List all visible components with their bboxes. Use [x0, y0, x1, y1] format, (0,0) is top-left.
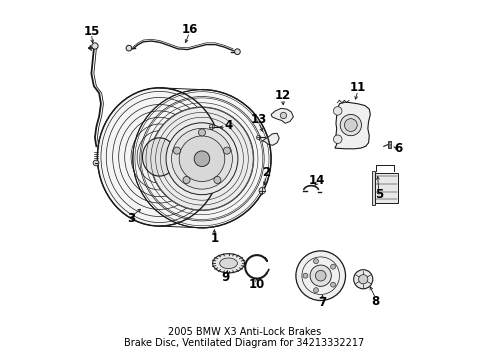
- Bar: [387, 141, 390, 148]
- Circle shape: [340, 114, 361, 136]
- Circle shape: [198, 129, 205, 136]
- Circle shape: [179, 136, 224, 181]
- Circle shape: [344, 119, 356, 131]
- Circle shape: [126, 45, 132, 51]
- Bar: [374, 173, 397, 203]
- Circle shape: [313, 288, 318, 293]
- Circle shape: [259, 188, 265, 194]
- Text: 13: 13: [250, 113, 266, 126]
- Polygon shape: [334, 102, 369, 149]
- Circle shape: [166, 123, 238, 195]
- Text: 10: 10: [248, 278, 264, 291]
- Text: 3: 3: [127, 212, 135, 225]
- Circle shape: [171, 128, 232, 189]
- Ellipse shape: [212, 254, 244, 273]
- Circle shape: [93, 160, 99, 166]
- Text: 6: 6: [394, 141, 402, 154]
- Circle shape: [333, 107, 341, 115]
- Circle shape: [303, 273, 307, 278]
- Circle shape: [213, 176, 221, 184]
- Circle shape: [280, 112, 286, 119]
- Circle shape: [223, 147, 230, 154]
- Text: 2005 BMW X3 Anti-Lock Brakes
Brake Disc, Ventilated Diagram for 34213332217: 2005 BMW X3 Anti-Lock Brakes Brake Disc,…: [124, 327, 364, 348]
- Circle shape: [133, 90, 270, 228]
- Text: 12: 12: [274, 89, 290, 102]
- Circle shape: [234, 49, 240, 54]
- Circle shape: [333, 135, 341, 144]
- Circle shape: [309, 265, 331, 286]
- Ellipse shape: [142, 138, 176, 176]
- Circle shape: [330, 264, 335, 269]
- Text: 2: 2: [261, 166, 269, 179]
- Circle shape: [315, 270, 325, 281]
- Circle shape: [256, 135, 260, 140]
- Circle shape: [358, 275, 367, 284]
- Ellipse shape: [219, 258, 237, 269]
- Ellipse shape: [97, 88, 221, 226]
- Circle shape: [173, 147, 180, 154]
- Bar: [388, 142, 390, 144]
- Text: 1: 1: [210, 232, 218, 245]
- Circle shape: [150, 107, 253, 211]
- Text: 15: 15: [83, 24, 100, 38]
- Circle shape: [92, 43, 98, 49]
- Text: 5: 5: [374, 188, 383, 201]
- Circle shape: [183, 176, 190, 184]
- Circle shape: [295, 251, 345, 301]
- Text: 11: 11: [349, 81, 366, 94]
- Polygon shape: [270, 108, 293, 123]
- Text: 16: 16: [181, 23, 197, 36]
- Circle shape: [194, 151, 209, 167]
- Circle shape: [313, 259, 318, 264]
- Bar: [388, 145, 390, 147]
- Text: 9: 9: [221, 271, 229, 284]
- Polygon shape: [262, 133, 279, 145]
- Text: 4: 4: [224, 118, 232, 131]
- Text: 8: 8: [371, 295, 379, 308]
- Text: 14: 14: [308, 174, 325, 186]
- Circle shape: [330, 282, 335, 287]
- Circle shape: [353, 270, 372, 289]
- Bar: [371, 171, 374, 205]
- Circle shape: [209, 124, 214, 129]
- Text: 7: 7: [318, 296, 326, 309]
